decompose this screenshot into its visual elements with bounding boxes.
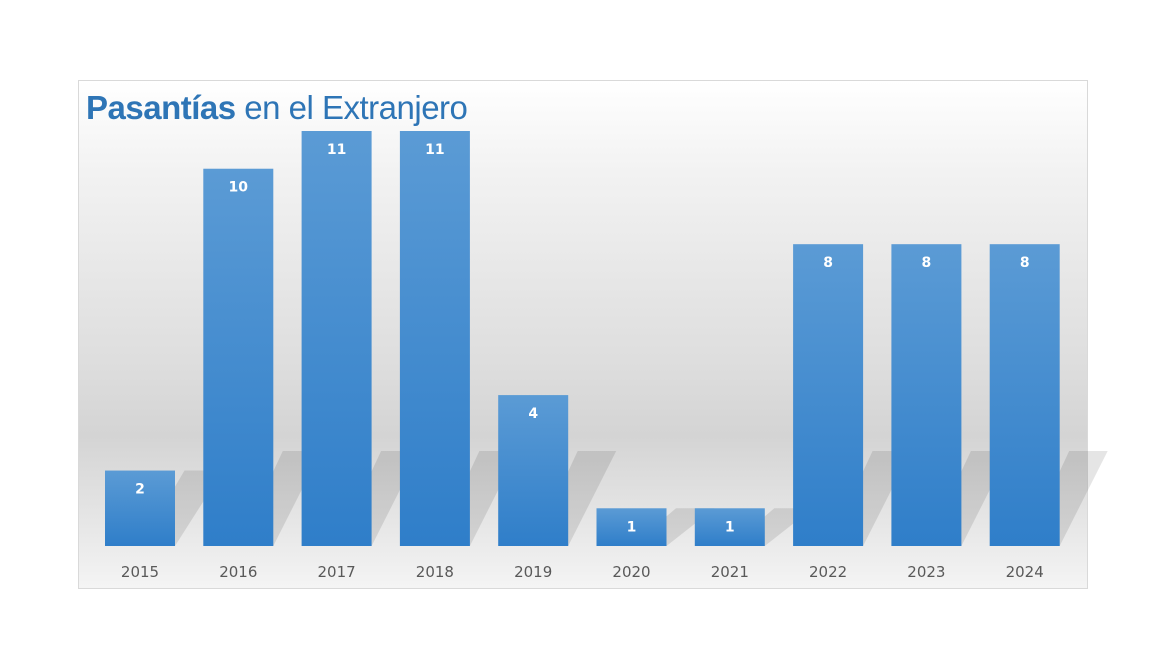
x-tick-label: 2017 xyxy=(318,563,356,581)
data-label-2018: 11 xyxy=(425,142,444,158)
bars xyxy=(105,131,1060,546)
bar-2023 xyxy=(891,244,962,546)
chart-title-bold: Pasantías xyxy=(86,89,236,126)
x-tick-label: 2015 xyxy=(121,563,159,581)
bar-2024 xyxy=(989,244,1060,546)
x-tick-label: 2024 xyxy=(1006,563,1044,581)
x-tick-label: 2018 xyxy=(416,563,454,581)
data-label-2016: 10 xyxy=(229,180,249,196)
data-label-2019: 4 xyxy=(528,406,538,422)
bar-2016 xyxy=(203,168,274,546)
chart-title: Pasantías en el Extranjero xyxy=(86,86,468,130)
bar-2019 xyxy=(498,395,569,546)
x-tick-label: 2016 xyxy=(219,563,257,581)
bar-2021 xyxy=(694,508,765,546)
x-tick-label: 2020 xyxy=(612,563,650,581)
bar-2015 xyxy=(105,470,175,546)
data-label-2024: 8 xyxy=(1020,255,1030,271)
data-label-2023: 8 xyxy=(922,255,932,271)
x-tick-label: 2022 xyxy=(809,563,847,581)
bar-2020 xyxy=(596,508,667,546)
data-label-2015: 2 xyxy=(135,482,145,498)
x-tick-label: 2023 xyxy=(907,563,945,581)
data-label-2021: 1 xyxy=(725,519,735,535)
x-tick-label: 2019 xyxy=(514,563,552,581)
x-tick-label: 2021 xyxy=(711,563,749,581)
bar-2017 xyxy=(301,131,372,546)
data-label-2017: 11 xyxy=(327,142,346,158)
bar-2022 xyxy=(793,244,864,546)
chart-title-rest: en el Extranjero xyxy=(244,89,468,126)
bar-2018 xyxy=(399,131,470,546)
x-axis-ticks: 2015 2016 2017 2018 2019 2020 2021 2022 2023 2024 xyxy=(121,563,1044,581)
data-label-2022: 8 xyxy=(823,255,833,271)
data-label-2020: 1 xyxy=(627,519,637,535)
